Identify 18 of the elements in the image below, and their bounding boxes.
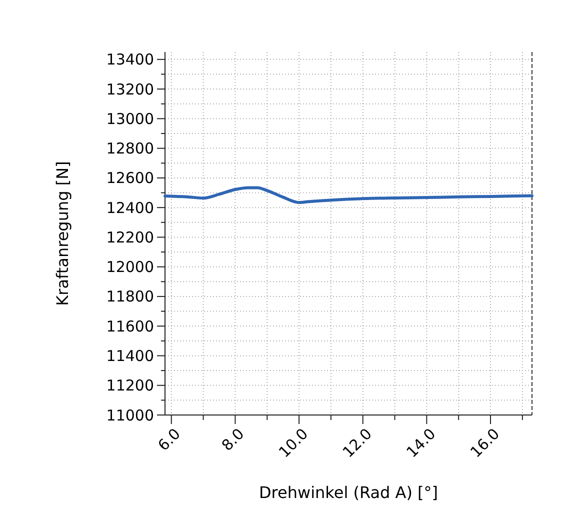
y-tick-label: 13200 (106, 80, 154, 98)
y-tick-label: 12800 (106, 140, 154, 158)
x-axis-title: Drehwinkel (Rad A) [°] (258, 483, 438, 502)
y-tick-label: 13000 (106, 110, 154, 128)
y-tick-label: 11800 (106, 288, 154, 306)
y-axis-title: Kraftanregung [N] (53, 161, 72, 306)
line-series (164, 186, 534, 204)
y-tick-label: 12600 (106, 169, 154, 188)
y-tick-label: 11400 (106, 346, 154, 365)
y-tick-label: 11600 (106, 317, 154, 336)
y-tick-label: 12000 (106, 258, 154, 276)
x-tick-label: 6.0 (154, 424, 184, 454)
y-tick-label: 11200 (106, 376, 154, 395)
y-tick-label: 12400 (106, 198, 154, 217)
y-tick-label: 11000 (106, 406, 154, 424)
y-tick-label: 13400 (106, 50, 154, 69)
x-tick-label: 8.0 (218, 424, 248, 454)
y-tick-label: 12200 (106, 228, 154, 246)
